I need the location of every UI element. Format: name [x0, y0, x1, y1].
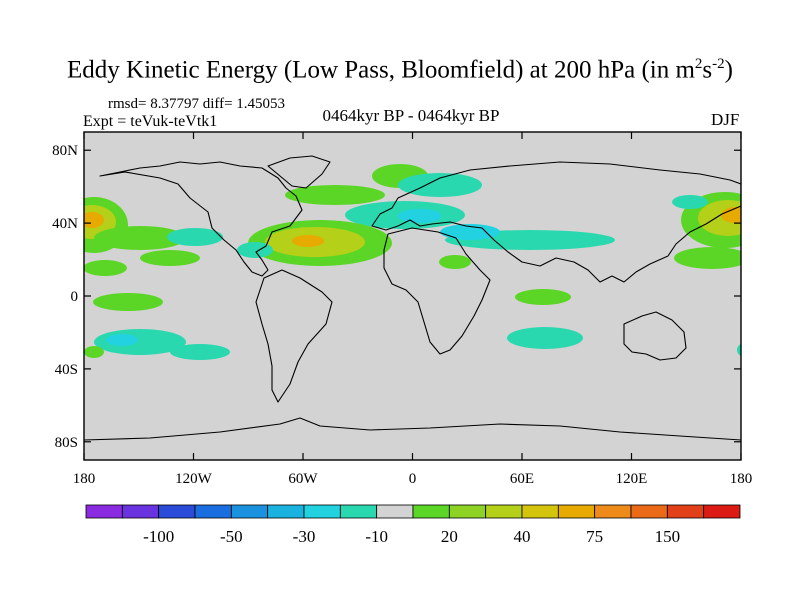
colorbar-swatch — [521, 504, 559, 519]
period-label: 0464kyr BP - 0464kyr BP — [322, 106, 500, 125]
colorbar-swatch — [376, 504, 414, 519]
anomaly-region — [140, 250, 200, 266]
anomaly-region — [84, 346, 104, 358]
anomaly-region — [398, 209, 442, 223]
colorbar-swatch — [666, 504, 705, 519]
colorbar-swatch — [557, 504, 596, 519]
colorbar-swatch — [85, 504, 123, 519]
coastline-australia — [623, 311, 687, 361]
lat-tick-label: 40N — [52, 216, 78, 232]
lat-tick-label: 80S — [55, 435, 78, 451]
lon-tick-label: 120E — [616, 471, 648, 487]
colorbar-label: -10 — [365, 527, 388, 546]
anomaly-region — [292, 235, 324, 247]
anomaly-region — [167, 228, 223, 246]
coastline-north-america — [99, 161, 303, 277]
lon-tick-label: 120W — [175, 471, 213, 487]
coastline-antarctica — [84, 417, 741, 441]
anomaly-region — [93, 293, 163, 311]
colorbar-label: 150 — [655, 527, 681, 546]
coastlines — [84, 155, 741, 441]
colorbar-label: -50 — [220, 527, 243, 546]
anomaly-region — [507, 327, 583, 349]
anomaly-region — [440, 224, 500, 240]
plot-title: Eddy Kinetic Energy (Low Pass, Bloomfiel… — [67, 56, 733, 84]
colorbar: -100 -50 -30 -10 20 40 75 150 — [85, 504, 741, 546]
colorbar-swatch — [594, 504, 632, 519]
lat-tick-label: 40S — [55, 362, 78, 378]
coastline-europe-asia — [371, 161, 741, 283]
colorbar-swatch — [230, 504, 269, 519]
anomaly-region — [106, 334, 138, 346]
colorbar-swatch — [158, 504, 196, 519]
anomaly-field — [84, 155, 741, 441]
lon-tick-label: 180 — [730, 471, 753, 487]
anomaly-region — [398, 173, 482, 197]
colorbar-label: 40 — [514, 527, 531, 546]
anomaly-region — [84, 212, 104, 228]
lon-tick-label: 0 — [409, 471, 417, 487]
anomaly-region — [94, 226, 186, 250]
anomaly-region — [672, 195, 708, 209]
lon-tick-label: 60E — [510, 471, 534, 487]
colorbar-swatch — [448, 504, 487, 519]
colorbar-swatch — [703, 504, 741, 519]
anomaly-region — [721, 207, 741, 223]
lat-axis: 80N 40N 0 40S 80S — [52, 143, 741, 451]
lat-tick-label: 0 — [71, 289, 79, 305]
anomaly-region — [515, 289, 571, 305]
colorbar-swatch — [412, 504, 450, 519]
anomaly-region — [285, 185, 385, 205]
anomaly-region — [737, 343, 741, 357]
anomaly-region — [674, 247, 741, 269]
colorbar-swatch — [630, 504, 668, 519]
colorbar-label: 75 — [586, 527, 603, 546]
colorbar-swatch — [339, 504, 378, 519]
colorbar-swatch — [121, 504, 160, 519]
colorbar-swatch — [303, 504, 341, 519]
experiment-label: Expt = teVuk-teVtk1 — [83, 113, 218, 130]
colorbar-swatch — [194, 504, 232, 519]
lon-axis: 180 120W 60W 0 60E 120E 180 — [73, 132, 753, 487]
coastline-greenland — [267, 155, 331, 189]
anomaly-region — [170, 344, 230, 360]
anomaly-region — [237, 242, 273, 258]
lat-tick-label: 80N — [52, 143, 78, 159]
coastline-south-america — [255, 269, 333, 403]
lon-tick-label: 180 — [73, 471, 96, 487]
colorbar-swatch — [485, 504, 523, 519]
lon-tick-label: 60W — [288, 471, 318, 487]
anomaly-region — [84, 260, 127, 276]
colorbar-label: -100 — [143, 527, 174, 546]
rmsd-diff-stats: rmsd= 8.37797 diff= 1.45053 — [108, 96, 286, 112]
coastline-africa — [383, 227, 491, 355]
colorbar-label: 20 — [441, 527, 458, 546]
colorbar-swatch — [267, 504, 305, 519]
season-label: DJF — [711, 110, 740, 129]
anomaly-region — [439, 255, 471, 269]
colorbar-label: -30 — [293, 527, 316, 546]
